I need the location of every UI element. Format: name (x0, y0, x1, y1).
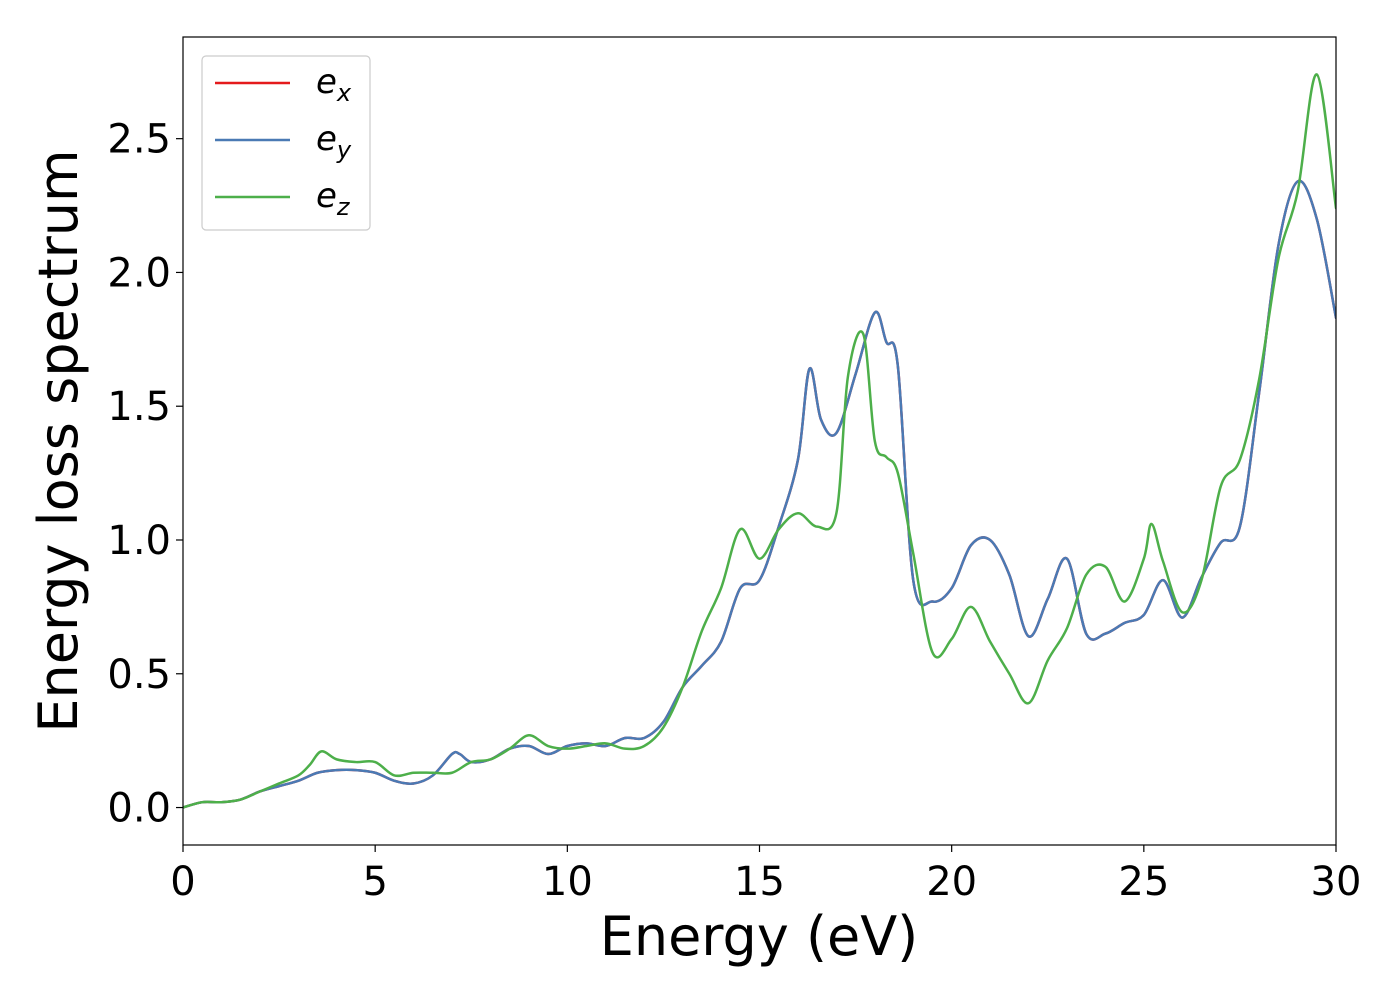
y-tick-label: 2.5 (107, 117, 171, 163)
x-tick-label: 15 (734, 859, 785, 905)
x-tick-label: 5 (362, 859, 387, 905)
series-line-ex (183, 179, 1336, 809)
x-tick-label: 0 (170, 859, 195, 905)
x-axis-label: Energy (eV) (600, 905, 919, 968)
x-tick-label: 20 (926, 859, 977, 905)
y-axis-ticks: 0.0 0.5 1.0 1.5 2.0 2.5 (107, 117, 183, 832)
series-line-ez (183, 73, 1336, 809)
y-tick-label: 2.0 (107, 250, 171, 296)
series-line-ey (183, 179, 1336, 809)
legend-box (201, 55, 371, 231)
x-axis-ticks: 0 5 10 15 20 25 30 (170, 845, 1361, 905)
x-tick-label: 25 (1118, 859, 1169, 905)
y-axis-label: Energy loss spectrum (27, 149, 90, 732)
y-tick-label: 1.5 (107, 384, 171, 430)
series-lines (183, 73, 1336, 809)
x-tick-label: 30 (1311, 859, 1362, 905)
y-tick-label: 1.0 (107, 518, 171, 564)
y-tick-label: 0.5 (107, 652, 171, 698)
y-tick-label: 0.0 (107, 786, 171, 832)
x-tick-label: 10 (542, 859, 593, 905)
